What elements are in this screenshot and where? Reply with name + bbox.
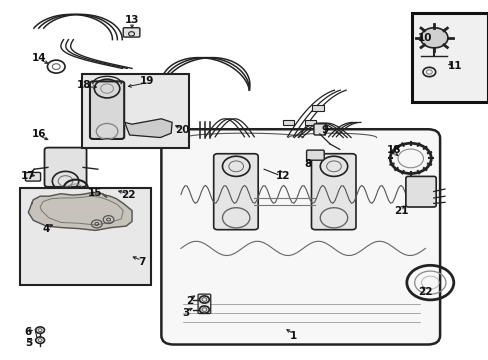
Text: 18: 18 (77, 80, 91, 90)
FancyBboxPatch shape (161, 129, 439, 345)
Polygon shape (124, 119, 172, 138)
Text: 6: 6 (25, 327, 32, 337)
Bar (20, 188, 150, 285)
Bar (411, 13, 487, 102)
Bar (282, 120, 294, 125)
FancyBboxPatch shape (313, 124, 325, 135)
Text: 1: 1 (289, 330, 296, 341)
Text: 7: 7 (138, 257, 145, 267)
FancyBboxPatch shape (198, 294, 210, 314)
FancyBboxPatch shape (213, 154, 258, 230)
Text: 18: 18 (386, 145, 400, 156)
Polygon shape (28, 193, 132, 230)
Text: 19: 19 (139, 76, 154, 86)
FancyBboxPatch shape (306, 150, 324, 160)
Circle shape (420, 28, 447, 48)
Text: 3: 3 (182, 308, 189, 318)
Text: 4: 4 (42, 224, 50, 234)
Text: 22: 22 (121, 190, 135, 201)
FancyBboxPatch shape (123, 28, 140, 37)
Text: 16: 16 (32, 129, 46, 139)
FancyBboxPatch shape (44, 148, 86, 187)
Bar (82, 74, 188, 148)
Text: 22: 22 (417, 287, 432, 297)
Text: 17: 17 (21, 171, 36, 181)
Text: 21: 21 (393, 206, 407, 216)
Text: 15: 15 (88, 188, 102, 198)
Text: 8: 8 (304, 159, 311, 169)
FancyBboxPatch shape (90, 81, 124, 139)
Text: 13: 13 (124, 15, 139, 25)
Text: 12: 12 (275, 171, 289, 181)
Text: 20: 20 (174, 125, 189, 135)
FancyBboxPatch shape (311, 154, 355, 230)
Bar (311, 105, 323, 111)
Text: 9: 9 (321, 125, 328, 135)
Text: 5: 5 (25, 338, 32, 348)
FancyBboxPatch shape (405, 176, 435, 207)
FancyBboxPatch shape (25, 172, 41, 181)
Text: 10: 10 (417, 33, 432, 43)
Text: 11: 11 (447, 60, 461, 71)
Bar (304, 120, 316, 125)
Text: 2: 2 (186, 296, 193, 306)
Text: 14: 14 (32, 53, 46, 63)
